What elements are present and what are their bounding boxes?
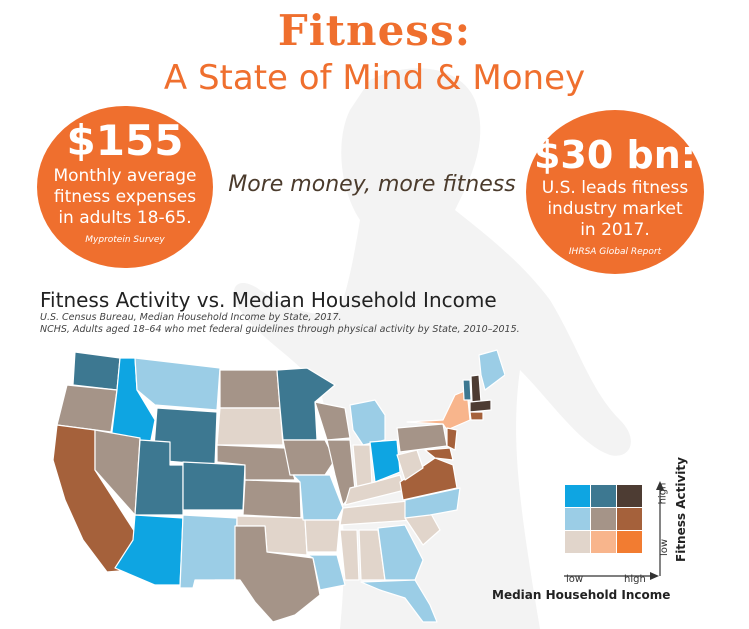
state-oregon: [56, 384, 118, 433]
state-pennsylvania: [396, 423, 448, 453]
us-choropleth-map: [52, 349, 505, 623]
legend-x-low: low: [566, 574, 584, 585]
state-west-virginia: [396, 449, 424, 481]
legend-y-axis-label: Fitness Activity: [674, 457, 688, 562]
map-title: Fitness Activity vs. Median Household In…: [40, 288, 497, 312]
stat-desc-line: U.S. leads fitness: [541, 178, 689, 198]
state-minnesota: [276, 367, 336, 441]
state-south-dakota: [216, 407, 284, 446]
stat-source: Myprotein Survey: [85, 235, 165, 245]
stat-desc-line: in adults 18-65.: [58, 208, 192, 228]
state-louisiana: [306, 554, 346, 591]
background-athlete-silhouette: [234, 68, 631, 629]
tagline: More money, more fitness: [228, 172, 516, 197]
page-subtitle: A State of Mind & Money: [163, 58, 586, 98]
stat-circle-market-size: $30 bn: U.S. leads fitness industry mark…: [526, 110, 704, 274]
legend-cell: [565, 485, 590, 507]
state-new-jersey: [446, 427, 458, 451]
map-source-note: NCHS, Adults aged 18–64 who met federal …: [40, 324, 520, 335]
legend-cell: [617, 508, 642, 530]
legend-cell: [591, 485, 616, 507]
legend-cell: [617, 531, 642, 553]
stat-value: $30 bn:: [533, 133, 696, 177]
state-wisconsin: [314, 401, 351, 441]
legend-cell: [565, 508, 590, 530]
legend-x-high: high: [624, 574, 646, 585]
state-washington: [72, 351, 121, 391]
stat-value: $155: [66, 116, 184, 165]
state-maryland: [424, 447, 454, 461]
legend-cell: [591, 508, 616, 530]
legend-x-axis-label: Median Household Income: [492, 588, 671, 602]
state-maine: [478, 349, 505, 391]
stat-desc-line: fitness expenses: [53, 187, 197, 207]
legend-y-low: low: [659, 538, 671, 557]
legend-axes-arrows: [564, 481, 664, 580]
state-new-hampshire: [470, 374, 482, 403]
stat-desc-line: in 2017.: [580, 220, 650, 240]
stat-desc-line: industry market: [547, 199, 683, 219]
state-michigan: [349, 399, 386, 446]
map-source-note: U.S. Census Bureau, Median Household Inc…: [40, 312, 342, 323]
state-north-dakota: [219, 369, 281, 409]
state-new-york: [406, 389, 471, 431]
page-title: Fitness:: [277, 6, 472, 55]
stat-description: Monthly average fitness expenses in adul…: [37, 166, 213, 229]
state-colorado: [182, 461, 246, 511]
state-connecticut: [469, 411, 484, 421]
state-arkansas: [304, 519, 341, 553]
stat-description: U.S. leads fitness industry market in 20…: [526, 178, 704, 241]
state-montana: [134, 357, 221, 411]
legend-cell: [591, 531, 616, 553]
stat-circle-monthly-expense: $155 Monthly average fitness expenses in…: [37, 106, 213, 268]
legend-y-high: high: [657, 482, 669, 505]
state-mississippi: [339, 529, 360, 581]
stat-desc-line: Monthly average: [53, 166, 197, 186]
state-kansas: [242, 479, 302, 519]
state-texas: [214, 525, 321, 623]
state-vermont: [462, 379, 472, 401]
state-iowa: [282, 439, 336, 476]
legend-cell: [617, 485, 642, 507]
state-new-mexico: [179, 514, 238, 589]
stat-source: IHRSA Global Report: [568, 247, 662, 257]
state-virginia: [399, 457, 458, 501]
state-north-carolina: [404, 487, 461, 519]
state-ohio: [369, 439, 401, 483]
state-massachusetts: [469, 399, 492, 413]
legend-cell: [565, 531, 590, 553]
state-georgia: [377, 524, 424, 581]
state-florida: [360, 579, 438, 623]
